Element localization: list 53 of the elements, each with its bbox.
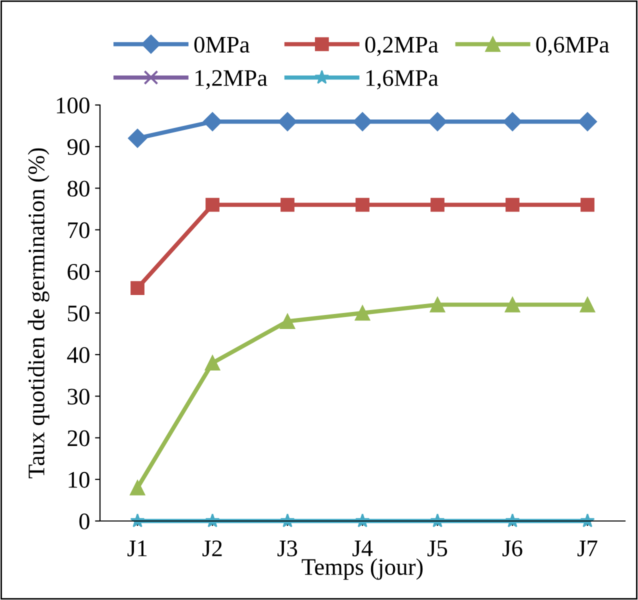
point bbox=[204, 355, 220, 371]
point bbox=[505, 513, 520, 528]
point bbox=[130, 281, 144, 295]
point bbox=[580, 513, 595, 528]
point bbox=[206, 198, 220, 212]
point bbox=[506, 198, 520, 212]
point bbox=[130, 480, 146, 496]
point bbox=[580, 198, 594, 212]
legend-label: 1,2MPa bbox=[196, 70, 268, 90]
x-tick-label: J4 bbox=[352, 540, 373, 556]
point bbox=[578, 112, 598, 132]
point bbox=[128, 128, 148, 148]
point bbox=[202, 112, 222, 132]
point bbox=[280, 198, 294, 212]
point bbox=[356, 198, 370, 212]
point bbox=[430, 513, 445, 528]
legend-label: 0,2MPa bbox=[365, 36, 438, 56]
y-tick-label: 60 bbox=[68, 264, 90, 280]
x-tick-label: J5 bbox=[427, 540, 448, 556]
point bbox=[504, 297, 520, 312]
y-tick-label: 0 bbox=[79, 513, 90, 530]
x-tick-label: J6 bbox=[502, 540, 522, 556]
y-tick-label: 90 bbox=[67, 139, 90, 156]
y-tick-label: 80 bbox=[68, 180, 90, 197]
y-axis-title: Taux quotidien de germination (%) bbox=[28, 148, 50, 478]
point bbox=[278, 112, 298, 132]
x-tick-label: J7 bbox=[577, 540, 598, 556]
y-tick-label: 100 bbox=[56, 97, 90, 114]
x-tick-label: J1 bbox=[127, 540, 147, 556]
point bbox=[280, 314, 296, 329]
y-tick-label: 50 bbox=[68, 305, 90, 322]
point bbox=[205, 513, 220, 528]
point bbox=[502, 112, 522, 132]
y-tick-label: 30 bbox=[68, 388, 90, 405]
point bbox=[280, 513, 295, 528]
legend-label: 0,6MPa bbox=[536, 36, 610, 56]
point bbox=[428, 112, 448, 132]
point bbox=[130, 513, 145, 528]
y-tick-label: 20 bbox=[68, 430, 90, 446]
point bbox=[430, 297, 446, 312]
point bbox=[430, 198, 444, 212]
point bbox=[354, 305, 370, 321]
y-tick-label: 40 bbox=[67, 347, 90, 364]
x-axis-title: Temps (jour) bbox=[302, 558, 423, 580]
point bbox=[352, 112, 372, 132]
x-tick-label: J2 bbox=[202, 540, 222, 556]
x-tick-label: J3 bbox=[277, 540, 298, 556]
point bbox=[580, 297, 596, 312]
legend-label: 1,6MPa bbox=[366, 70, 438, 90]
point bbox=[355, 513, 370, 528]
y-tick-label: 70 bbox=[68, 222, 90, 238]
y-tick-label: 10 bbox=[68, 472, 90, 488]
legend-label: 0MPa bbox=[194, 36, 250, 53]
